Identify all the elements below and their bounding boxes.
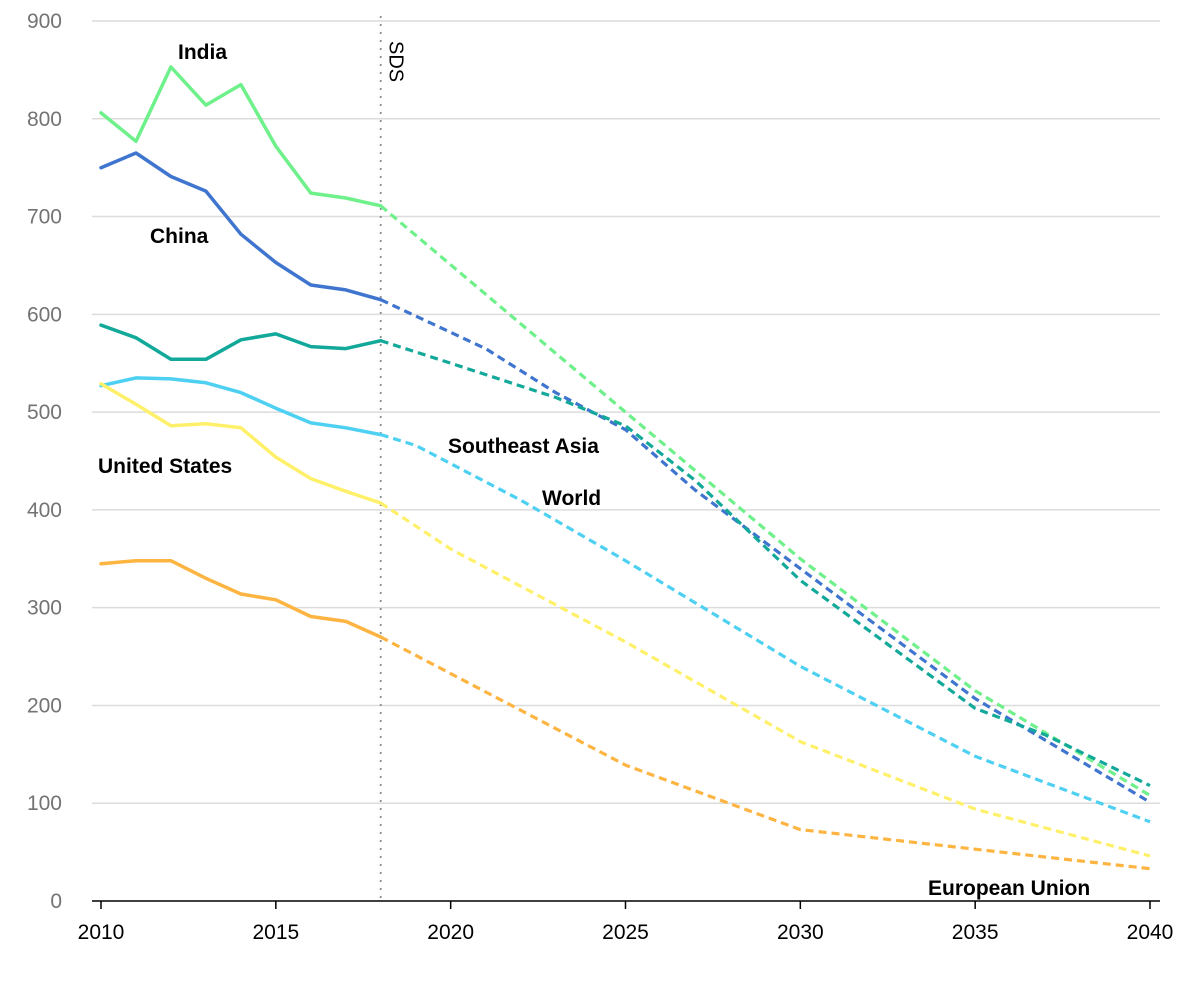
y-tick-label: 900 bbox=[27, 10, 62, 33]
y-tick-label: 700 bbox=[27, 206, 62, 229]
series-china-projection bbox=[380, 298, 1151, 804]
x-axis-ticks: 2010 2015 2020 2025 2030 2035 2040 bbox=[78, 901, 1174, 944]
series-label-china: China bbox=[150, 225, 209, 248]
x-tick-label: 2035 bbox=[952, 921, 999, 944]
series-world-historical bbox=[99, 376, 383, 437]
projection-marker: SDS bbox=[379, 16, 407, 901]
series-label-india: India bbox=[178, 41, 227, 64]
series-label-world: World bbox=[542, 487, 601, 510]
x-tick-label: 2030 bbox=[777, 921, 824, 944]
y-tick-label: 500 bbox=[27, 401, 62, 424]
series-india-projection bbox=[379, 204, 1151, 797]
series-european-union-historical bbox=[99, 558, 383, 639]
series-label-southeast-asia: Southeast Asia bbox=[448, 435, 599, 458]
series-united-states-projection bbox=[379, 501, 1151, 858]
series-labels: India China Southeast Asia World United Stat… bbox=[98, 41, 1090, 900]
series-label-united-states: United States bbox=[98, 455, 232, 478]
series-southeast-asia-historical bbox=[99, 323, 383, 362]
series-world-projection bbox=[380, 433, 1151, 824]
y-tick-label: 300 bbox=[27, 597, 62, 620]
y-tick-label: 200 bbox=[27, 694, 62, 717]
series-china-historical bbox=[99, 151, 383, 302]
series-southeast-asia-projection bbox=[380, 339, 1151, 788]
gridlines bbox=[92, 20, 1160, 804]
y-axis-ticks: 0 100 200 300 400 500 600 700 800 900 bbox=[27, 10, 62, 913]
series-lines bbox=[99, 65, 1151, 871]
y-tick-label: 400 bbox=[27, 499, 62, 522]
series-european-union-projection bbox=[379, 635, 1151, 871]
y-tick-label: 800 bbox=[27, 108, 62, 131]
sds-marker-label: SDS bbox=[385, 41, 407, 82]
y-tick-label: 100 bbox=[27, 792, 62, 815]
y-tick-label: 0 bbox=[50, 890, 62, 913]
series-india-historical bbox=[99, 65, 383, 208]
x-tick-label: 2015 bbox=[252, 921, 299, 944]
x-tick-label: 2025 bbox=[602, 921, 649, 944]
series-united-states-historical bbox=[99, 382, 383, 505]
series-label-european-union: European Union bbox=[928, 877, 1090, 900]
x-tick-label: 2040 bbox=[1127, 921, 1174, 944]
x-tick-label: 2010 bbox=[78, 921, 125, 944]
y-tick-label: 600 bbox=[27, 303, 62, 326]
x-tick-label: 2020 bbox=[427, 921, 474, 944]
